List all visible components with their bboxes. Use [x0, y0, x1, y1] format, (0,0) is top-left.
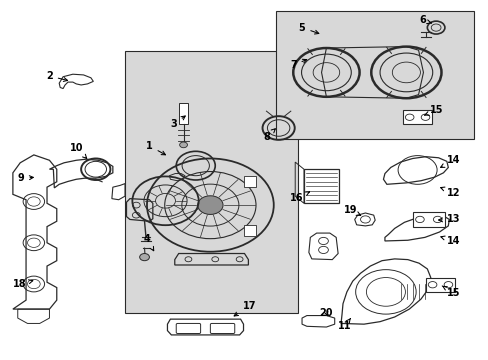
Text: 14: 14 — [440, 236, 460, 246]
Circle shape — [179, 142, 187, 148]
Text: 11: 11 — [337, 319, 350, 331]
Text: 6: 6 — [418, 15, 430, 26]
Text: 13: 13 — [438, 215, 460, 224]
Text: 15: 15 — [441, 286, 460, 298]
Text: 15: 15 — [424, 105, 443, 115]
Text: 16: 16 — [290, 192, 309, 203]
Text: 12: 12 — [440, 187, 460, 198]
FancyBboxPatch shape — [125, 51, 298, 313]
FancyBboxPatch shape — [276, 12, 473, 139]
FancyBboxPatch shape — [178, 103, 188, 125]
FancyBboxPatch shape — [304, 169, 338, 203]
Text: 9: 9 — [18, 173, 33, 183]
Text: 8: 8 — [263, 129, 275, 142]
Text: 10: 10 — [69, 143, 86, 158]
Text: 14: 14 — [440, 155, 460, 167]
Text: 3: 3 — [170, 116, 185, 129]
Text: 20: 20 — [319, 308, 332, 318]
FancyBboxPatch shape — [243, 225, 255, 235]
Text: 17: 17 — [234, 301, 256, 316]
Text: 7: 7 — [289, 59, 306, 70]
Text: 19: 19 — [344, 206, 360, 216]
FancyBboxPatch shape — [426, 278, 454, 292]
Circle shape — [197, 196, 223, 215]
Text: 2: 2 — [46, 71, 67, 81]
FancyBboxPatch shape — [412, 212, 444, 226]
FancyBboxPatch shape — [243, 176, 255, 187]
FancyBboxPatch shape — [210, 323, 234, 333]
Text: 18: 18 — [13, 279, 33, 289]
FancyBboxPatch shape — [176, 323, 200, 333]
Text: 1: 1 — [146, 141, 165, 155]
Text: 4: 4 — [143, 234, 153, 251]
Text: 5: 5 — [298, 23, 318, 34]
FancyBboxPatch shape — [403, 110, 431, 125]
Circle shape — [140, 253, 149, 261]
